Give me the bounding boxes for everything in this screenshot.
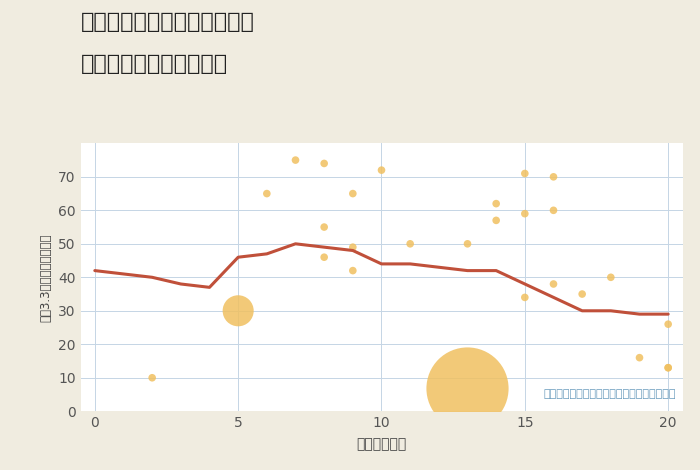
Point xyxy=(663,364,674,371)
Point xyxy=(347,190,358,197)
Point xyxy=(548,280,559,288)
Point xyxy=(376,166,387,174)
Point xyxy=(318,160,330,167)
Point xyxy=(232,307,244,314)
Point xyxy=(318,223,330,231)
Point xyxy=(261,190,272,197)
Point xyxy=(548,207,559,214)
Text: 円の大きさは、取引のあった物件面積を示す: 円の大きさは、取引のあった物件面積を示す xyxy=(544,389,676,399)
Point xyxy=(146,374,158,382)
Point xyxy=(347,267,358,274)
X-axis label: 駅距離（分）: 駅距離（分） xyxy=(356,437,407,451)
Text: 兵庫県たつの市龍野町島田の: 兵庫県たつの市龍野町島田の xyxy=(80,12,254,32)
Point xyxy=(347,243,358,251)
Point xyxy=(577,290,588,298)
Y-axis label: 坪（3.3㎡）単価（万円）: 坪（3.3㎡）単価（万円） xyxy=(39,233,52,321)
Point xyxy=(405,240,416,248)
Point xyxy=(606,274,617,281)
Point xyxy=(519,210,531,218)
Point xyxy=(318,253,330,261)
Text: 駅距離別中古戸建て価格: 駅距離別中古戸建て価格 xyxy=(80,54,228,74)
Point xyxy=(634,354,645,361)
Point xyxy=(290,157,301,164)
Point xyxy=(462,240,473,248)
Point xyxy=(462,384,473,392)
Point xyxy=(491,200,502,207)
Point xyxy=(663,364,674,371)
Point xyxy=(491,217,502,224)
Point xyxy=(548,173,559,180)
Point xyxy=(519,170,531,177)
Point xyxy=(663,321,674,328)
Point xyxy=(519,294,531,301)
